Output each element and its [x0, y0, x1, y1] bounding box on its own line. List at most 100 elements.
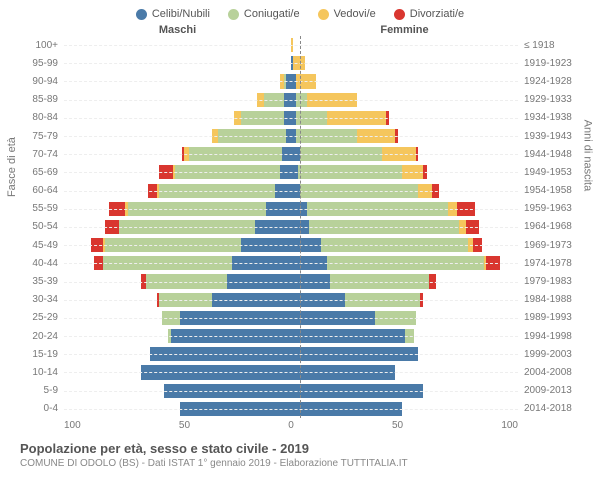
- age-label: 100+: [20, 40, 64, 51]
- legend-item: Divorziati/e: [394, 8, 464, 20]
- bar-segment: [284, 93, 291, 107]
- age-label: 90-94: [20, 76, 64, 87]
- female-bar: [291, 384, 518, 398]
- birth-year-label: 2009-2013: [518, 385, 580, 396]
- bar-segment: [423, 165, 428, 179]
- bar-segment: [291, 38, 293, 52]
- bar-segment: [91, 238, 102, 252]
- male-bar: [64, 347, 291, 361]
- bar-segment: [486, 256, 500, 270]
- birth-year-label: 1929-1933: [518, 94, 580, 105]
- bar-segment: [180, 311, 291, 325]
- x-axis: 10050050100: [20, 420, 580, 431]
- male-bar: [64, 129, 291, 143]
- age-label: 95-99: [20, 58, 64, 69]
- bar-segment: [457, 202, 475, 216]
- bar-pair: [64, 91, 518, 109]
- x-tick: 0: [288, 420, 294, 431]
- x-ticks: 10050050100: [64, 420, 518, 431]
- bar-segment: [241, 238, 291, 252]
- female-bar: [291, 274, 518, 288]
- age-label: 65-69: [20, 167, 64, 178]
- bar-segment: [291, 402, 402, 416]
- bar-segment: [395, 129, 397, 143]
- bar-pair: [64, 54, 518, 72]
- bar-segment: [327, 256, 484, 270]
- birth-year-label: 1974-1978: [518, 258, 580, 269]
- bar-segment: [345, 293, 420, 307]
- age-label: 60-64: [20, 185, 64, 196]
- bar-segment: [264, 93, 284, 107]
- male-bar: [64, 402, 291, 416]
- male-bar: [64, 111, 291, 125]
- legend: Celibi/NubiliConiugati/eVedovi/eDivorzia…: [0, 0, 600, 24]
- male-bar: [64, 147, 291, 161]
- bar-segment: [357, 129, 396, 143]
- bar-segment: [382, 147, 416, 161]
- female-bar: [291, 56, 518, 70]
- female-bar: [291, 347, 518, 361]
- age-label: 30-34: [20, 294, 64, 305]
- bar-segment: [291, 165, 298, 179]
- y-axis-title-left: Fasce di età: [6, 138, 18, 198]
- birth-year-label: 1999-2003: [518, 349, 580, 360]
- pyramid-chart: Maschi Femmine Fasce di età Anni di nasc…: [20, 24, 580, 431]
- birth-year-label: 1919-1923: [518, 58, 580, 69]
- female-bar: [291, 93, 518, 107]
- bar-segment: [291, 329, 405, 343]
- bar-segment: [141, 365, 291, 379]
- legend-label: Coniugati/e: [244, 8, 300, 20]
- legend-swatch: [394, 9, 405, 20]
- bar-pair: [64, 218, 518, 236]
- bar-segment: [218, 129, 286, 143]
- female-bar: [291, 165, 518, 179]
- bar-segment: [448, 202, 457, 216]
- age-label: 35-39: [20, 276, 64, 287]
- bar-pair: [64, 272, 518, 290]
- age-label: 15-19: [20, 349, 64, 360]
- column-headers: Maschi Femmine: [20, 24, 580, 36]
- age-label: 75-79: [20, 131, 64, 142]
- male-bar: [64, 74, 291, 88]
- birth-year-label: 1979-1983: [518, 276, 580, 287]
- bar-segment: [307, 93, 357, 107]
- bar-segment: [171, 329, 291, 343]
- bar-segment: [416, 147, 418, 161]
- male-bar: [64, 329, 291, 343]
- female-bar: [291, 38, 518, 52]
- female-bar: [291, 74, 518, 88]
- male-bar: [64, 38, 291, 52]
- bar-segment: [327, 111, 386, 125]
- center-axis-line: [300, 36, 301, 418]
- bar-segment: [298, 165, 402, 179]
- bar-segment: [402, 165, 422, 179]
- chart-title: Popolazione per età, sesso e stato civil…: [20, 441, 580, 456]
- bar-segment: [234, 111, 241, 125]
- bar-segment: [300, 184, 418, 198]
- bar-segment: [296, 93, 307, 107]
- male-bar: [64, 202, 291, 216]
- bar-pair: [64, 36, 518, 54]
- x-tick: 50: [179, 420, 190, 431]
- birth-year-label: 1984-1988: [518, 294, 580, 305]
- x-tick: 100: [501, 420, 518, 431]
- bar-segment: [189, 147, 282, 161]
- birth-year-label: 1969-1973: [518, 240, 580, 251]
- age-label: 85-89: [20, 94, 64, 105]
- male-bar: [64, 238, 291, 252]
- male-bar: [64, 293, 291, 307]
- age-label: 0-4: [20, 403, 64, 414]
- legend-item: Celibi/Nubili: [136, 8, 210, 20]
- bar-pair: [64, 345, 518, 363]
- bar-pair: [64, 72, 518, 90]
- age-label: 20-24: [20, 331, 64, 342]
- birth-year-label: 1989-1993: [518, 312, 580, 323]
- male-bar: [64, 365, 291, 379]
- age-label: 10-14: [20, 367, 64, 378]
- bar-segment: [282, 147, 291, 161]
- bar-segment: [232, 256, 291, 270]
- bar-segment: [212, 129, 219, 143]
- birth-year-label: 1924-1928: [518, 76, 580, 87]
- bar-segment: [466, 220, 480, 234]
- bar-segment: [300, 147, 382, 161]
